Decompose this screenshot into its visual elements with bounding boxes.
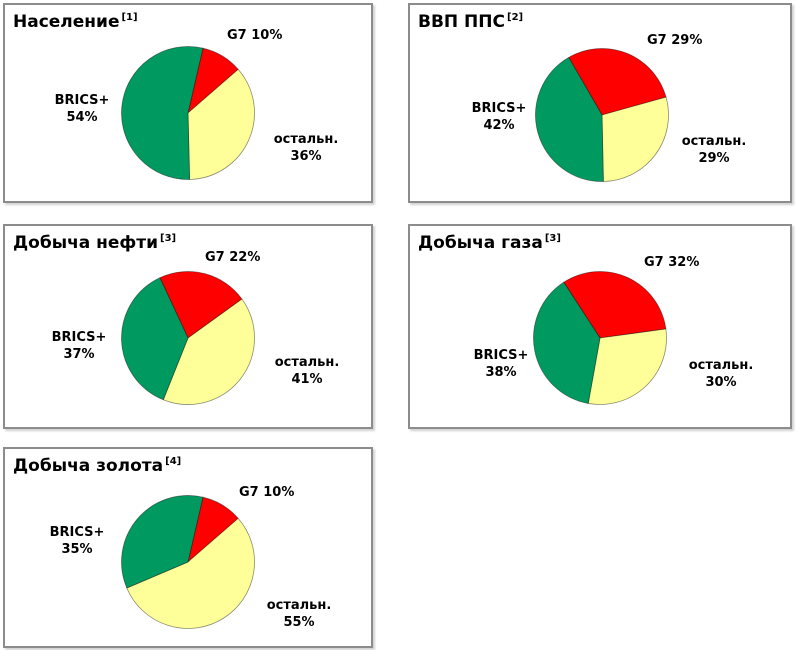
slice-label-rest-value: 41% — [291, 372, 323, 387]
slice-label-brics-value: 35% — [61, 542, 93, 557]
chart-title: Население [1] — [13, 12, 138, 32]
slice-label-brics-name: BRICS+ — [49, 525, 105, 540]
slice-label-brics-name: BRICS+ — [54, 93, 110, 108]
chart-title: Добыча нефти [3] — [13, 233, 176, 253]
footnote-ref: [1] — [121, 12, 138, 23]
chart-title-text: Добыча газа — [418, 233, 543, 253]
pie-slice-BRICS+ — [121, 46, 204, 180]
slice-label-rest: остальн. 41% — [252, 354, 362, 388]
chart-panel-population: Население [1] G7 10% BRICS+ 54% остальн. … — [3, 3, 373, 203]
slice-label-brics: BRICS+ 38% — [446, 347, 556, 381]
slice-label-rest-name: остальн. — [266, 598, 332, 613]
slice-label-g7: G7 32% — [644, 255, 700, 270]
slice-label-brics-name: BRICS+ — [473, 348, 529, 363]
slice-label-rest-name: остальн. — [688, 358, 754, 373]
footnote-ref: [2] — [507, 12, 524, 23]
slice-label-rest-value: 55% — [283, 615, 315, 630]
pie-slice-остальн. — [187, 68, 255, 180]
slice-label-rest: остальн. 55% — [244, 597, 354, 631]
slice-label-rest: остальн. 29% — [659, 133, 769, 167]
slice-label-rest-value: 36% — [290, 149, 322, 164]
pie-slice-BRICS+ — [121, 277, 189, 401]
slice-label-g7: G7 10% — [239, 485, 295, 500]
slice-label-g7: G7 22% — [205, 250, 261, 265]
slice-label-brics-name: BRICS+ — [471, 101, 527, 116]
pie-slice-BRICS+ — [533, 281, 601, 404]
slice-label-brics: BRICS+ 42% — [444, 100, 554, 134]
slice-label-brics-value: 54% — [66, 110, 98, 125]
pie-slice-остальн. — [162, 298, 255, 405]
pie-slice-BRICS+ — [121, 495, 204, 589]
chart-panel-gold-production: Добыча золота [4] G7 10% BRICS+ 35% остал… — [3, 447, 373, 648]
slice-label-rest: остальн. 30% — [666, 357, 776, 391]
pie-slice-G7 — [187, 47, 239, 114]
footnote-ref: [3] — [160, 233, 177, 244]
chart-title-text: Добыча золота — [13, 456, 164, 476]
footnote-ref: [3] — [544, 233, 561, 244]
slice-label-rest-name: остальн. — [273, 132, 339, 147]
slice-label-brics: BRICS+ 54% — [27, 92, 137, 126]
slice-label-brics: BRICS+ 37% — [24, 329, 134, 363]
chart-title: Добыча золота [4] — [13, 456, 181, 476]
slice-label-brics-value: 42% — [483, 118, 515, 133]
slice-label-brics-value: 37% — [63, 347, 95, 362]
chart-panel-oil-production: Добыча нефти [3] G7 22% BRICS+ 37% осталь… — [3, 224, 373, 429]
slice-label-rest: остальн. 36% — [251, 131, 361, 165]
slice-label-g7: G7 29% — [647, 33, 703, 48]
slice-label-g7: G7 10% — [227, 28, 283, 43]
pie-slice-G7 — [568, 48, 667, 116]
slice-label-brics: BRICS+ 35% — [22, 524, 132, 558]
pie-slice-BRICS+ — [535, 57, 604, 182]
chart-title-text: Население — [13, 12, 120, 32]
pie-chart — [121, 495, 255, 629]
pie-chart — [535, 48, 669, 182]
pie-chart — [121, 46, 255, 180]
pie-slice-остальн. — [126, 517, 255, 629]
pie-slice-G7 — [563, 271, 667, 339]
slice-label-rest-name: остальн. — [681, 134, 747, 149]
pie-slice-остальн. — [601, 96, 669, 182]
slice-label-brics-value: 38% — [485, 365, 517, 380]
pie-chart — [533, 271, 667, 405]
pie-slice-G7 — [159, 271, 243, 339]
chart-title: Добыча газа [3] — [418, 233, 561, 253]
slice-label-rest-value: 30% — [705, 375, 737, 390]
slice-label-rest-name: остальн. — [274, 355, 340, 370]
footnote-ref: [4] — [165, 456, 182, 467]
chart-title: ВВП ППС [2] — [418, 12, 523, 32]
slice-label-brics-name: BRICS+ — [51, 330, 107, 345]
chart-panel-gas-production: Добыча газа [3] G7 32% BRICS+ 38% остальн… — [408, 224, 792, 429]
pie-slice-G7 — [187, 496, 239, 563]
chart-title-text: Добыча нефти — [13, 233, 159, 253]
slice-label-rest-value: 29% — [698, 151, 730, 166]
pie-slice-остальн. — [587, 328, 667, 405]
chart-title-text: ВВП ППС — [418, 12, 505, 32]
pie-chart — [121, 271, 255, 405]
chart-panel-gdp-ppp: ВВП ППС [2] G7 29% BRICS+ 42% остальн. 29… — [408, 3, 792, 203]
